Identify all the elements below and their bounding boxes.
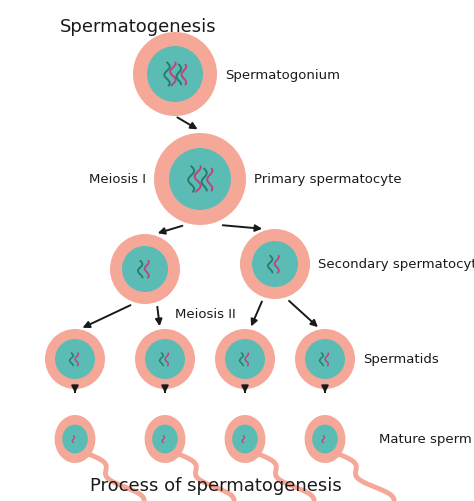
Circle shape — [169, 149, 231, 210]
Circle shape — [133, 33, 217, 117]
Text: Spermatogonium: Spermatogonium — [225, 68, 340, 81]
Circle shape — [252, 241, 298, 288]
Circle shape — [135, 329, 195, 389]
Ellipse shape — [152, 425, 178, 453]
Ellipse shape — [232, 425, 258, 453]
Ellipse shape — [305, 415, 346, 463]
Ellipse shape — [145, 415, 185, 463]
Text: Meiosis I: Meiosis I — [89, 173, 146, 186]
Text: Primary spermatocyte: Primary spermatocyte — [254, 173, 401, 186]
Ellipse shape — [55, 415, 95, 463]
Text: Spermatogenesis: Spermatogenesis — [60, 18, 217, 36]
Circle shape — [215, 329, 275, 389]
Circle shape — [110, 234, 180, 305]
Ellipse shape — [62, 425, 88, 453]
Text: Process of spermatogenesis: Process of spermatogenesis — [90, 476, 342, 494]
Circle shape — [240, 229, 310, 300]
Circle shape — [45, 329, 105, 389]
Ellipse shape — [225, 415, 265, 463]
Circle shape — [225, 339, 265, 379]
Text: Meiosis II: Meiosis II — [174, 308, 236, 321]
Circle shape — [305, 339, 345, 379]
Text: Spermatids: Spermatids — [363, 353, 439, 366]
Text: Secondary spermatocyte: Secondary spermatocyte — [318, 258, 474, 271]
Circle shape — [295, 329, 355, 389]
Text: Mature sperm cells: Mature sperm cells — [379, 433, 474, 445]
Circle shape — [122, 246, 168, 293]
Circle shape — [154, 134, 246, 225]
Circle shape — [147, 47, 203, 103]
Ellipse shape — [312, 425, 338, 453]
Circle shape — [55, 339, 95, 379]
Circle shape — [145, 339, 185, 379]
